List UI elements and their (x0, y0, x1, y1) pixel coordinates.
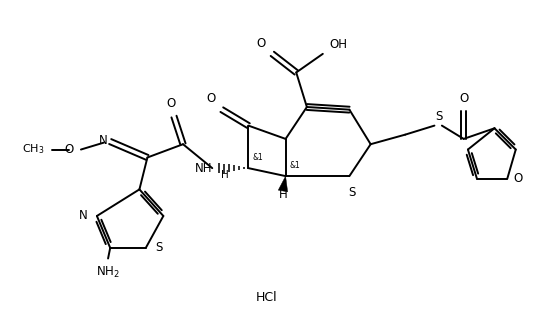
Text: O: O (257, 37, 266, 50)
Polygon shape (278, 176, 288, 192)
Text: H: H (279, 188, 287, 201)
Text: NH: NH (195, 162, 213, 175)
Text: &1: &1 (253, 153, 263, 162)
Text: O: O (206, 92, 215, 106)
Text: N: N (99, 134, 108, 147)
Text: &1: &1 (290, 161, 301, 170)
Text: N: N (78, 209, 88, 222)
Text: O: O (167, 97, 176, 110)
Text: S: S (348, 186, 356, 199)
Text: HCl: HCl (256, 291, 278, 304)
Text: S: S (155, 241, 163, 255)
Text: H: H (221, 170, 229, 180)
Text: O: O (65, 143, 74, 156)
Text: O: O (459, 92, 468, 105)
Text: CH$_3$: CH$_3$ (22, 143, 45, 157)
Text: S: S (436, 110, 443, 123)
Text: OH: OH (329, 38, 347, 51)
Text: NH$_2$: NH$_2$ (96, 265, 120, 280)
Text: O: O (514, 172, 523, 185)
